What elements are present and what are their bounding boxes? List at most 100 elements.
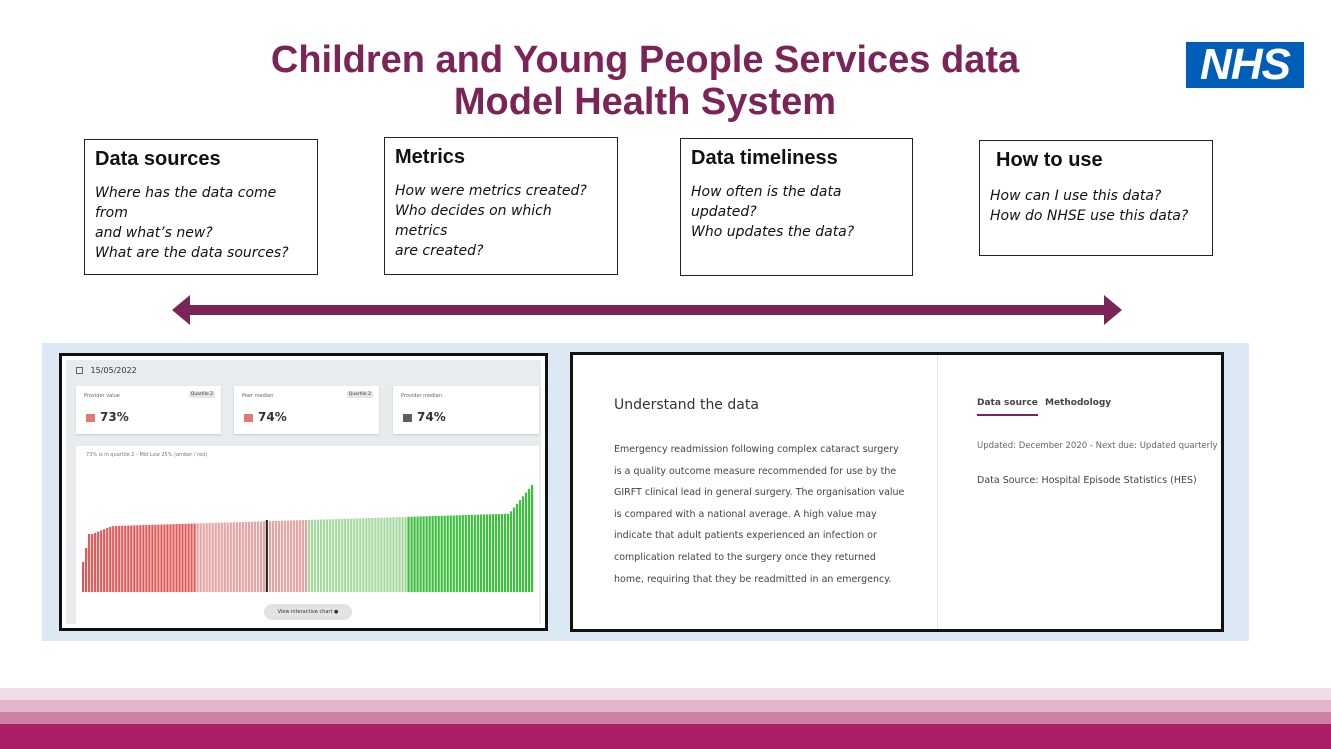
chart-bar: [286, 520, 290, 592]
chart-bar: [247, 521, 250, 592]
chart-bar: [512, 507, 516, 592]
chart-bar: [232, 522, 235, 592]
chart-bar: [112, 526, 115, 592]
chart-bar: [301, 520, 305, 592]
chart-bar: [169, 524, 172, 592]
chart-bar: [130, 525, 133, 592]
box-question: updated?: [691, 204, 757, 220]
chart-bar: [151, 524, 154, 592]
chart-bar: [154, 524, 157, 592]
chart-bar: [283, 520, 287, 592]
chart-bar: [274, 520, 278, 592]
chart-bar: [395, 517, 398, 592]
button-label: View interactive chart: [277, 609, 333, 615]
chart-bar: [344, 518, 347, 592]
chart-bar: [353, 518, 356, 592]
chart-bar: [491, 514, 495, 592]
chart-bar: [473, 514, 476, 592]
chart-bar: [220, 522, 223, 592]
chart-bar: [404, 516, 407, 592]
chart-bar: [88, 534, 91, 592]
chart-bar: [256, 521, 259, 592]
chart-bar: [386, 517, 389, 592]
tab-methodology[interactable]: Methodology: [1045, 398, 1112, 408]
stat-value: 74%: [417, 410, 446, 424]
body-line: is a quality outcome measure recommended…: [614, 465, 897, 477]
chart-bar: [217, 522, 220, 592]
box-question: Who updates the data?: [691, 224, 855, 240]
chart-bar: [422, 516, 425, 592]
data-timeliness-box: Data timeliness How often is the data up…: [680, 138, 913, 276]
chart-bar: [338, 518, 341, 592]
chart-bar: [178, 523, 181, 592]
nhs-logo: NHS: [1186, 42, 1304, 88]
chart-bar: [440, 515, 443, 592]
chart-bar: [268, 521, 272, 592]
chart-bar: [488, 514, 492, 592]
chart-bar: [416, 516, 419, 592]
chart-bar: [208, 523, 211, 592]
chart-bar: [187, 523, 190, 592]
stat-label: Provider value: [84, 393, 120, 399]
chart-bar: [464, 515, 467, 592]
chart-bar: [193, 523, 196, 592]
stat-card: Peer median Quartile 2 74%: [234, 386, 379, 434]
footer-band: [0, 700, 1331, 712]
stat-card: Provider median 74%: [393, 386, 539, 434]
chart-bar: [350, 518, 353, 592]
chart-bar: [401, 517, 404, 592]
date-row: 15/05/2022: [76, 366, 137, 375]
chart-bar: [311, 519, 314, 592]
chart-bar: [479, 514, 482, 592]
box-question: How do NHSE use this data?: [990, 208, 1189, 224]
chart-bar: [389, 517, 392, 592]
chart-bar: [356, 518, 359, 592]
chart-bar: [485, 514, 488, 592]
chart-bar: [289, 520, 293, 592]
chart-bar: [202, 523, 205, 592]
chart-bar: [304, 520, 308, 592]
chart-bar: [494, 514, 498, 592]
chart-bar: [163, 524, 166, 592]
chart-bar: [437, 515, 440, 592]
chart-bar: [166, 524, 169, 592]
chart-bar: [244, 521, 247, 592]
chart-bar: [199, 523, 202, 592]
chart-bar: [383, 517, 386, 592]
chart-bar: [410, 516, 413, 592]
quartile-badge: Quartile 2: [188, 391, 215, 398]
chart-bar: [226, 522, 229, 592]
provider-marker-bar: [265, 520, 268, 592]
chart-bar: [431, 516, 434, 592]
chart-bar: [347, 518, 350, 592]
chart-bar: [461, 515, 464, 592]
chart-bar: [136, 525, 139, 592]
box-heading: Data sources: [95, 148, 221, 170]
chart-bar: [133, 525, 136, 592]
calendar-icon: [76, 367, 83, 374]
data-sources-box: Data sources Where has the data come fro…: [84, 139, 318, 275]
chart-bar: [368, 518, 371, 592]
chart-caption: 73% is in quartile 2 - Mid Low 25% (ambe…: [86, 452, 208, 458]
body-line: Emergency readmission following complex …: [614, 444, 899, 455]
view-interactive-chart-button[interactable]: View interactive chart ●: [264, 604, 352, 620]
chart-bar: [392, 517, 395, 592]
chart-bar: [235, 522, 238, 592]
chart-bar: [443, 515, 446, 592]
chart-bar: [253, 521, 256, 592]
box-question: How were metrics created?: [395, 183, 587, 199]
tab-data-source[interactable]: Data source: [977, 398, 1038, 416]
stat-swatch: [86, 414, 95, 422]
date-text: 15/05/2022: [90, 366, 137, 375]
box-question: and what’s new?: [95, 225, 213, 241]
chart-bar: [241, 522, 244, 592]
box-heading: Metrics: [395, 146, 466, 168]
chart-bar: [109, 526, 112, 592]
chart-bar: [214, 522, 217, 592]
body-line: complication related to the surgery once…: [614, 551, 876, 563]
box-heading: How to use: [996, 149, 1103, 171]
chart-bar: [211, 522, 214, 592]
chart-bar: [452, 515, 455, 592]
chart-bar: [295, 520, 299, 592]
chart-bar: [446, 515, 449, 592]
